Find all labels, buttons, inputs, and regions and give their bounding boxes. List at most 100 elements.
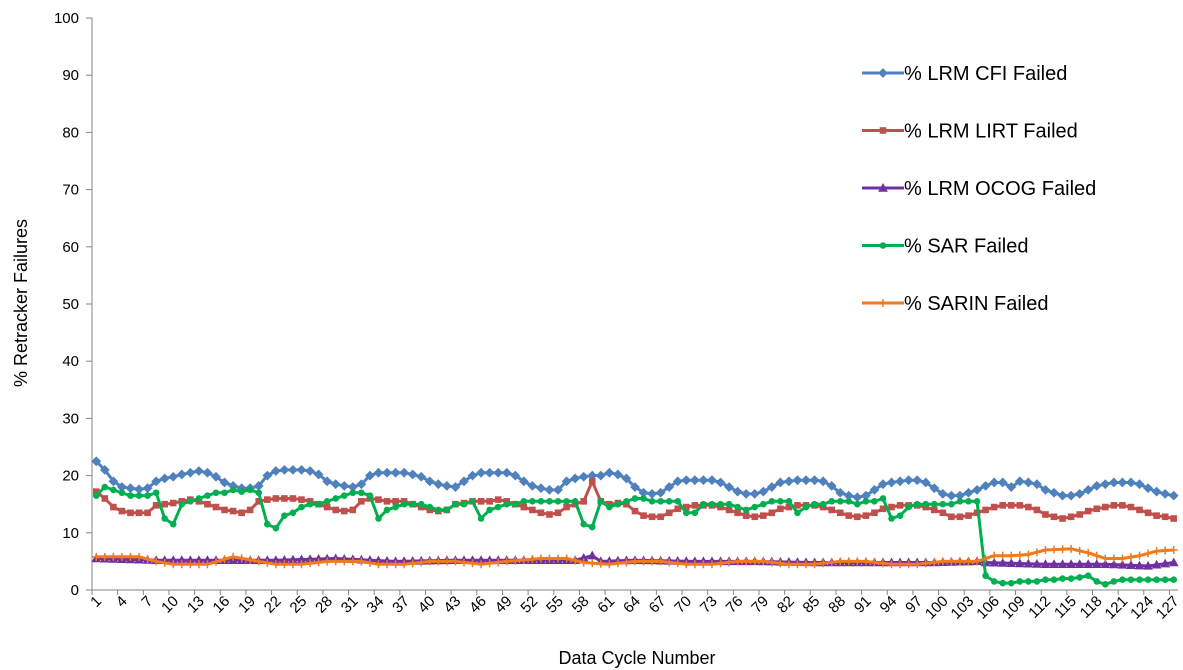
data-point	[982, 506, 989, 514]
data-point	[871, 509, 878, 517]
data-point	[1119, 502, 1126, 509]
data-point	[708, 500, 716, 508]
data-point	[501, 467, 512, 478]
data-point	[238, 509, 245, 517]
data-point	[939, 500, 947, 508]
data-point	[913, 500, 921, 508]
data-point	[1025, 503, 1032, 511]
data-point	[1067, 513, 1075, 521]
data-point	[810, 560, 819, 569]
data-point	[383, 506, 391, 514]
data-point	[948, 513, 955, 521]
data-point	[357, 557, 366, 566]
legend-label: % SAR Failed	[904, 236, 1029, 258]
data-point	[938, 557, 947, 566]
data-point	[186, 560, 195, 569]
legend-marker	[878, 182, 888, 192]
data-point	[1136, 506, 1143, 514]
data-point	[922, 500, 930, 508]
x-tick-label: 52	[517, 593, 541, 617]
data-point	[546, 498, 553, 505]
data-point	[886, 477, 897, 488]
data-point	[836, 557, 845, 566]
data-point	[563, 503, 570, 511]
data-point	[92, 552, 101, 561]
data-point	[305, 466, 315, 476]
data-point	[990, 578, 998, 585]
x-tick-label: 112	[1025, 593, 1054, 622]
data-point	[1161, 576, 1169, 584]
y-tick-label: 10	[62, 525, 79, 542]
data-point	[622, 558, 631, 567]
data-point	[965, 498, 972, 505]
data-point	[725, 500, 733, 508]
data-point	[655, 487, 666, 498]
data-point	[742, 512, 750, 519]
data-point	[221, 489, 228, 497]
data-point	[263, 558, 272, 567]
data-point	[819, 500, 827, 508]
data-point	[964, 557, 973, 566]
data-point	[519, 555, 528, 564]
data-point	[246, 555, 255, 564]
x-tick-label: 97	[902, 593, 926, 617]
data-point	[1014, 476, 1025, 487]
data-point	[1084, 572, 1092, 580]
data-point	[246, 486, 254, 494]
x-tick-label: 40	[415, 593, 439, 617]
data-point	[451, 557, 460, 566]
data-point	[570, 473, 581, 484]
data-point	[108, 476, 119, 487]
data-point	[725, 558, 734, 567]
data-point	[375, 515, 382, 522]
y-tick-label: 100	[54, 10, 79, 27]
data-point	[441, 480, 452, 491]
data-point	[759, 557, 768, 566]
data-point	[956, 513, 964, 521]
data-point	[221, 506, 228, 514]
data-point	[903, 475, 914, 486]
data-point	[272, 495, 280, 502]
data-point	[836, 509, 844, 517]
legend-item: % LRM LIRT Failed	[862, 121, 1078, 143]
data-point	[1076, 511, 1083, 518]
data-point	[853, 557, 862, 566]
data-point	[605, 560, 614, 569]
data-point	[127, 509, 134, 517]
data-point	[219, 477, 230, 488]
data-point	[322, 476, 333, 487]
data-point	[204, 500, 211, 508]
data-point	[365, 470, 375, 481]
series-4	[92, 483, 1178, 588]
data-point	[169, 520, 177, 528]
data-point	[999, 502, 1007, 509]
data-point	[477, 560, 486, 569]
data-point	[1067, 544, 1076, 553]
data-point	[262, 470, 273, 481]
data-point	[1091, 480, 1102, 491]
data-point	[152, 489, 160, 497]
data-point	[382, 467, 392, 478]
data-point	[690, 560, 699, 569]
data-point	[715, 477, 726, 488]
data-point	[699, 560, 708, 569]
data-point	[596, 559, 605, 568]
x-tick-label: 37	[389, 593, 413, 617]
data-point	[546, 511, 553, 518]
data-point	[734, 509, 741, 517]
data-point	[229, 486, 237, 494]
y-tick-label: 20	[62, 468, 79, 485]
data-point	[529, 498, 536, 505]
data-point	[835, 487, 846, 498]
data-point	[930, 558, 939, 567]
data-point	[528, 555, 537, 564]
y-tick-label: 70	[62, 182, 79, 199]
data-point	[1110, 502, 1118, 509]
data-point	[750, 557, 759, 566]
data-point	[185, 467, 196, 478]
data-point	[537, 509, 545, 517]
data-point	[110, 503, 117, 511]
data-point	[169, 499, 177, 507]
data-point	[768, 498, 776, 505]
